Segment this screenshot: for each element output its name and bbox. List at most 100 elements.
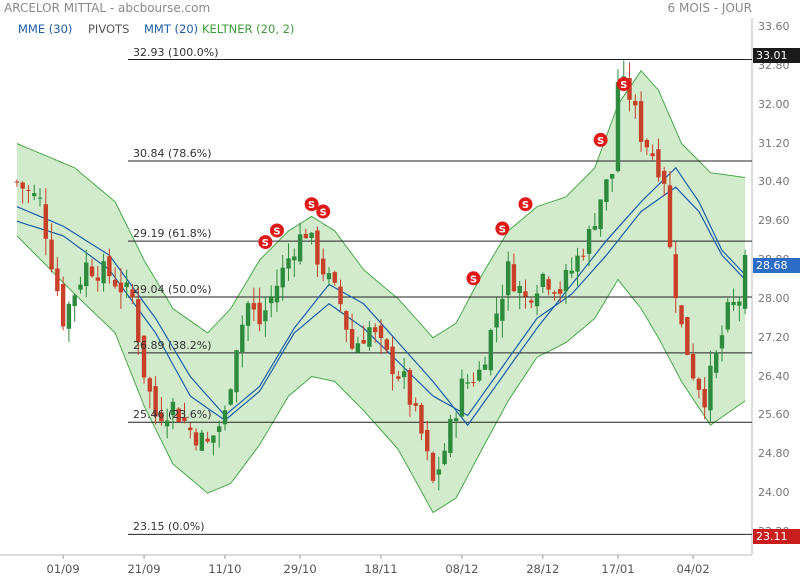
legend-item[interactable]: MME (30) [18, 22, 73, 36]
candle-body [263, 310, 268, 322]
candle-body [199, 432, 205, 451]
keltner-lower-line [16, 235, 746, 514]
legend-item[interactable]: KELTNER (20, 2) [202, 22, 295, 36]
candle-body [638, 101, 644, 142]
candle-body [182, 417, 187, 422]
candle-body [136, 299, 141, 343]
candle-body [390, 346, 395, 375]
fibonacci-levels [128, 59, 752, 535]
candle-body [505, 261, 511, 296]
candle-body [523, 291, 528, 297]
candle-body [193, 432, 199, 446]
candle-body [552, 292, 557, 294]
candle-body [731, 301, 736, 306]
candle-body [60, 284, 66, 327]
candle-body [321, 258, 326, 275]
candle-body [557, 289, 563, 294]
candle-body [482, 364, 488, 370]
candle-body [84, 262, 89, 287]
price-tag: 28.68 [753, 258, 800, 274]
candle-body [188, 427, 193, 431]
candle-body [228, 389, 233, 405]
candle-body [355, 343, 361, 353]
x-tick-label: 28/12 [526, 562, 560, 576]
candle-body [396, 376, 401, 379]
candle-body [708, 365, 713, 411]
candle-body [49, 239, 54, 270]
candle-body [569, 270, 574, 274]
x-tick-label: 17/01 [601, 562, 635, 576]
x-tick-label: 11/10 [208, 562, 242, 576]
candlesticks [14, 60, 748, 491]
keltner-band [16, 69, 746, 514]
candle-body [471, 382, 476, 384]
y-tick-label: 33.60 [758, 20, 790, 33]
chart-frame [0, 18, 753, 559]
candle-body [297, 234, 303, 262]
sell-signal-marker [518, 197, 533, 212]
candle-body [661, 170, 667, 184]
candle-body [118, 282, 124, 293]
candle-body [702, 388, 707, 408]
y-tick-label: 27.20 [758, 330, 790, 344]
sell-signal-marker [616, 77, 631, 92]
candle-body [164, 420, 170, 427]
candle-body [615, 82, 621, 172]
candle-body [367, 327, 372, 347]
chart-period: 6 MOIS - JOUR [667, 1, 752, 15]
candle-body [309, 232, 314, 239]
sell-signal-marker [258, 235, 273, 250]
candle-body [66, 303, 72, 329]
sell-signal-label: S [499, 225, 506, 236]
candle-body [37, 197, 43, 199]
candle-body [373, 327, 378, 333]
candle-body [112, 279, 118, 287]
candle-body [101, 261, 106, 284]
candle-body [130, 289, 135, 298]
candle-body [633, 101, 638, 106]
candle-body [338, 286, 343, 305]
candle-body [419, 404, 424, 434]
candle-body [442, 450, 447, 465]
sell-signal-marker [593, 132, 608, 147]
legend-item[interactable]: MMT (20) [144, 22, 199, 36]
candle-body [719, 335, 725, 349]
legend-item[interactable]: PIVOTS [88, 22, 130, 36]
sell-signal-marker [316, 204, 331, 219]
candle-body [89, 266, 95, 277]
candle-body [378, 325, 384, 339]
candle-body [586, 228, 592, 254]
sell-signal-label: S [273, 226, 280, 237]
candle-body [234, 350, 239, 393]
candle-body [124, 282, 129, 288]
sell-signal-label: S [308, 200, 315, 211]
y-tick-label: 25.60 [758, 408, 790, 422]
candle-body [245, 303, 251, 326]
candle-body [141, 335, 147, 378]
candle-body [517, 286, 522, 294]
candle-body [714, 352, 719, 373]
candle-body [26, 189, 31, 191]
candle-body [696, 378, 702, 390]
candle-body [344, 311, 349, 330]
y-tick-label: 30.40 [758, 175, 790, 189]
candle-body [170, 401, 176, 416]
candle-body [268, 296, 274, 304]
x-tick-label: 01/09 [46, 562, 80, 576]
candle-body [349, 328, 355, 349]
candle-body [257, 302, 262, 325]
candle-body [147, 378, 153, 392]
sell-signal-label: S [320, 208, 327, 219]
y-tick-label: 26.40 [758, 369, 790, 383]
candle-body [546, 279, 551, 290]
candle-body [274, 285, 280, 303]
sell-signal-marker [304, 197, 319, 212]
x-tick-label: 29/10 [283, 562, 317, 576]
candle-body [43, 204, 48, 239]
candle-body [540, 273, 546, 288]
chart-title: ARCELOR MITTAL - abcbourse.com [4, 1, 211, 15]
price-tag: 23.11 [753, 528, 800, 544]
candle-body [511, 264, 517, 292]
candle-body [425, 429, 430, 452]
